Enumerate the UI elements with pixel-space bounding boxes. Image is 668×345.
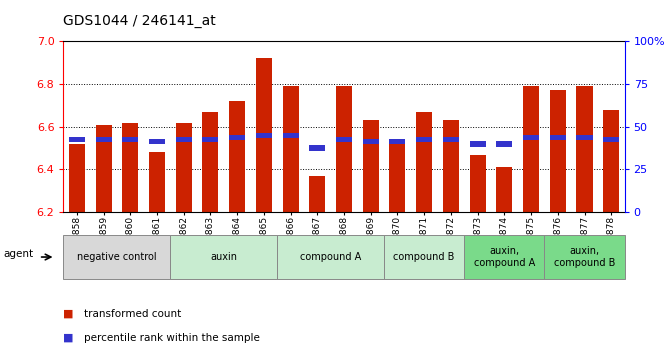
Bar [363,120,379,212]
Bar [176,122,192,212]
Bar [256,133,272,138]
Bar [229,135,245,140]
Bar [309,176,325,212]
Bar [69,137,85,142]
Bar [603,110,619,212]
Bar [603,137,619,142]
Text: auxin,
compound A: auxin, compound A [474,246,535,268]
Text: transformed count: transformed count [84,309,181,319]
Bar [69,144,85,212]
Text: agent: agent [3,249,33,258]
Bar [256,58,272,212]
Bar [336,137,352,142]
Bar [229,101,245,212]
Text: ■: ■ [63,333,74,343]
Text: ■: ■ [63,309,74,319]
Bar [202,112,218,212]
Bar [576,135,593,140]
Bar [416,112,432,212]
Text: compound A: compound A [300,252,361,262]
Bar [336,86,352,212]
Bar [496,167,512,212]
Text: compound B: compound B [393,252,455,262]
Bar [576,86,593,212]
Bar [550,90,566,212]
Text: negative control: negative control [77,252,157,262]
Bar [176,137,192,142]
Bar [389,139,405,145]
Bar [523,135,539,140]
Bar [443,137,459,142]
Bar [149,139,165,145]
Bar [122,122,138,212]
Bar [96,137,112,142]
Bar [470,141,486,147]
Text: auxin,
compound B: auxin, compound B [554,246,615,268]
Text: percentile rank within the sample: percentile rank within the sample [84,333,259,343]
Bar [416,137,432,142]
Bar [363,139,379,145]
Bar [389,144,405,212]
Bar [523,86,539,212]
Text: GDS1044 / 246141_at: GDS1044 / 246141_at [63,13,216,28]
Bar [470,155,486,212]
Bar [443,120,459,212]
Bar [202,137,218,142]
Bar [283,133,299,138]
Bar [496,141,512,147]
Bar [149,152,165,212]
Text: auxin: auxin [210,252,237,262]
Bar [283,86,299,212]
Bar [309,146,325,151]
Bar [550,135,566,140]
Bar [96,125,112,212]
Bar [122,137,138,142]
